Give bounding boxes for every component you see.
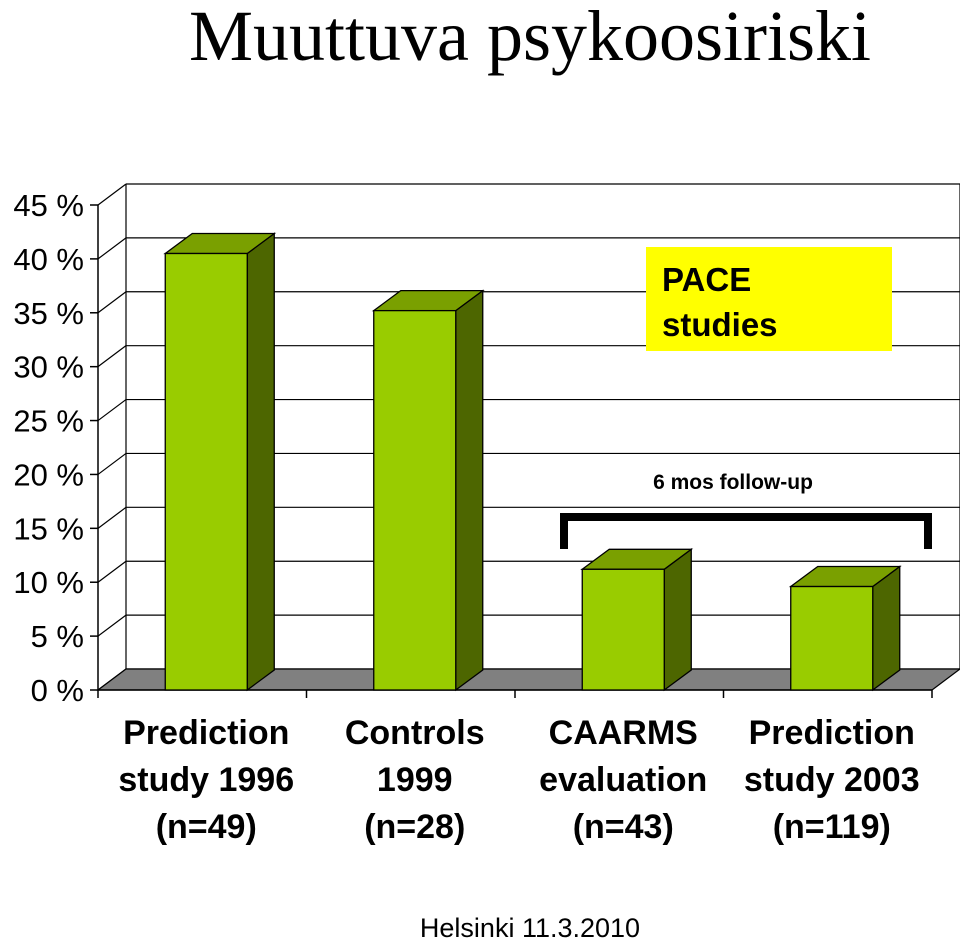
y-tick-label: 5 % (31, 619, 84, 654)
chart-bars (163, 232, 902, 692)
bar-front (581, 568, 665, 691)
x-axis-labels: Prediction study 1996 (n=49) Controls 1999 (n… (118, 714, 919, 846)
bar (163, 232, 277, 692)
category-label: (n=119) (773, 808, 891, 846)
category-label: study 1996 (118, 761, 294, 799)
pace-callout-line2: studies (662, 306, 778, 343)
y-tick-label: 45 % (13, 188, 84, 223)
pace-callout: PACE studies (646, 247, 892, 351)
gridline-side (97, 560, 127, 583)
category-label: (n=28) (364, 808, 465, 846)
category-label: 1999 (377, 761, 453, 799)
category-label: (n=43) (573, 808, 674, 846)
y-tick-label: 25 % (13, 404, 84, 439)
gridline-side (97, 399, 127, 422)
y-tick-label: 30 % (13, 350, 84, 385)
slide-title: Muuttuva psykoosiriski (188, 0, 872, 76)
bar-front (164, 252, 248, 691)
category-label: Prediction (749, 714, 915, 752)
gridline-side (97, 345, 127, 368)
gridline-side (97, 506, 127, 529)
gridline-side (97, 452, 127, 475)
bar-front (790, 585, 874, 691)
category-label: CAARMS (549, 714, 698, 752)
y-tick-label: 15 % (13, 511, 84, 546)
bar-side (663, 547, 692, 692)
category-label: study 2003 (744, 761, 920, 799)
category-label: evaluation (539, 761, 707, 799)
follow-up-label: 6 mos follow-up (653, 471, 813, 494)
pace-callout-line1: PACE (662, 261, 752, 298)
gridline-side (97, 183, 127, 206)
gridline-side (97, 614, 127, 637)
bar-front (373, 309, 457, 691)
y-tick-label: 20 % (13, 457, 84, 492)
gridline-side (97, 237, 127, 260)
y-tick-label: 40 % (13, 242, 84, 277)
bar-side (872, 565, 901, 692)
category-label: (n=49) (156, 808, 257, 846)
bar (788, 565, 902, 692)
bracket-line (560, 513, 932, 549)
gridline-side (97, 291, 127, 314)
y-axis-ticks: 0 % 5 % 10 % 15 % 20 % 25 % 30 % 35 % 40 % 45 % (13, 188, 84, 708)
bar (371, 289, 485, 692)
y-tick-label: 35 % (13, 296, 84, 331)
category-label: Prediction (123, 714, 289, 752)
y-tick-label: 10 % (13, 565, 84, 600)
footer-text: Helsinki 11.3.2010 (419, 913, 641, 943)
follow-up-bracket: 6 mos follow-up (560, 471, 932, 549)
bar-side (455, 289, 484, 692)
y-tick-label: 0 % (31, 673, 84, 708)
category-label: Controls (345, 714, 485, 752)
bar (580, 547, 694, 692)
bar-side (246, 232, 275, 692)
